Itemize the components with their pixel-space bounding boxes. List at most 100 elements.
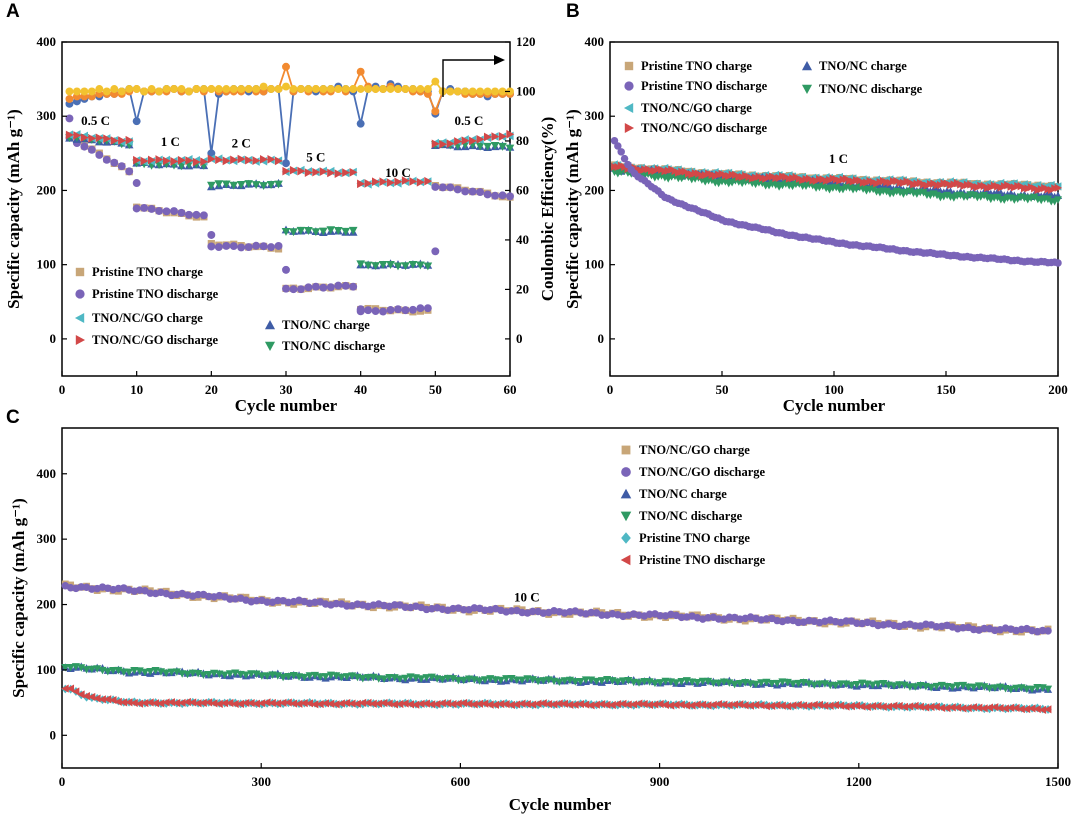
nc-discharge-point xyxy=(767,680,776,688)
ncgo-discharge-point xyxy=(506,129,515,139)
panel-letter-a: A xyxy=(6,1,20,22)
ce-point-pristine xyxy=(132,117,141,126)
ncgo-discharge-point xyxy=(207,154,216,164)
pristine-discharge-point xyxy=(356,305,365,314)
nc-discharge-point xyxy=(475,142,485,151)
pristine-discharge-point xyxy=(358,698,367,707)
nc-discharge-point xyxy=(220,671,229,679)
pristine-discharge-point xyxy=(544,700,553,709)
nc-discharge-point xyxy=(244,180,253,189)
ncgo-discharge-point xyxy=(461,136,470,145)
ncgo-discharge-point xyxy=(237,154,246,164)
nc-discharge-point xyxy=(969,191,979,200)
chart-c-xtick-label: 300 xyxy=(251,774,271,789)
pristine-discharge-point xyxy=(560,699,569,708)
ncgo-discharge-point xyxy=(911,622,919,630)
chart-a-ylabel: Specific capacity (mAh g⁻¹) xyxy=(4,109,23,309)
ncgo-discharge-point xyxy=(439,139,448,149)
nc-discharge-point xyxy=(214,180,224,189)
legend-label: TNO/NC/GO charge xyxy=(639,443,750,457)
pristine-discharge-point xyxy=(826,701,834,710)
pristine-discharge-point xyxy=(244,243,253,252)
pristine-discharge-point xyxy=(476,188,485,197)
pristine-discharge-point xyxy=(156,699,165,708)
ncgo-discharge-point xyxy=(170,157,179,166)
chart-b-ytick-label: 400 xyxy=(585,34,605,49)
chart-a-rate-labels: 0.5 C 1 C 2 C 5 C 10 C 0.5 C xyxy=(81,113,483,180)
pristine-discharge-point xyxy=(788,701,797,710)
ce-point-pristine xyxy=(282,159,290,168)
nc-discharge-point xyxy=(571,678,580,686)
chart-b-xtick-label: 50 xyxy=(716,382,729,397)
pristine-discharge-point xyxy=(873,701,882,710)
legend-marker xyxy=(74,312,85,324)
ce-point-nc_tno xyxy=(80,87,89,96)
chart-a-ytick-label: 400 xyxy=(37,34,57,49)
pristine-discharge-point xyxy=(948,703,956,712)
pristine-discharge-point xyxy=(204,698,213,707)
nc-discharge-point xyxy=(969,683,978,692)
ncgo-discharge-point xyxy=(794,618,803,627)
ncgo-discharge-point xyxy=(194,590,202,599)
nc-discharge-point xyxy=(613,678,622,686)
chart-c: 0 300 600 900 1200 1500 0 100 200 300 400 Cycle nu… xyxy=(9,427,1071,814)
pristine-discharge-point xyxy=(194,699,202,708)
pristine-discharge-point xyxy=(199,698,207,707)
pristine-discharge-point xyxy=(431,247,440,256)
nc-discharge-point xyxy=(714,679,723,688)
nc-discharge-point xyxy=(483,142,492,151)
ncgo-discharge-point xyxy=(357,179,365,189)
ce-point-nc_tno xyxy=(476,87,485,96)
pristine-discharge-point xyxy=(688,701,696,710)
pristine-discharge-point xyxy=(1038,705,1047,714)
nc-discharge-point xyxy=(831,681,840,690)
nc-discharge-point xyxy=(757,679,766,687)
chart-a-y2tick-label: 20 xyxy=(516,281,529,296)
pristine-discharge-point xyxy=(371,307,380,316)
pristine-discharge-point xyxy=(735,700,744,709)
nc-discharge-point xyxy=(873,680,883,688)
nc-discharge-point xyxy=(281,228,291,236)
pristine-discharge-point xyxy=(937,703,946,712)
legend-label: TNO/NC discharge xyxy=(639,509,743,523)
ce-axis-arrowhead xyxy=(494,55,505,65)
pristine-discharge-point xyxy=(614,142,622,150)
pristine-discharge-point xyxy=(958,704,967,713)
ncgo-discharge-point xyxy=(469,136,477,146)
pristine-discharge-point xyxy=(385,699,393,708)
nc-discharge-point xyxy=(698,677,707,686)
pristine-discharge-point xyxy=(95,150,104,159)
chart-b-xtick-label: 0 xyxy=(607,382,614,397)
pristine-discharge-point xyxy=(225,698,234,708)
pristine-discharge-point xyxy=(555,699,563,708)
pristine-discharge-point xyxy=(87,692,96,701)
pristine-discharge-point xyxy=(900,702,909,711)
ce-point-nc_tno xyxy=(162,85,171,93)
legend-marker xyxy=(264,341,276,352)
chart-c-ylabel: Specific capacity (mAh g⁻¹) xyxy=(9,498,28,698)
nc-discharge-point xyxy=(592,677,601,686)
nc-discharge-point xyxy=(555,678,564,687)
ncgo-discharge-point xyxy=(431,139,440,149)
ce-point-nc_tno xyxy=(184,87,193,96)
nc-discharge-point xyxy=(832,183,841,192)
pristine-discharge-point xyxy=(603,700,611,709)
nc-discharge-point xyxy=(251,181,261,190)
ncgo-discharge-point xyxy=(146,589,155,597)
pristine-discharge-point xyxy=(274,242,283,250)
nc-discharge-point xyxy=(61,664,70,672)
pristine-discharge-point xyxy=(943,704,951,713)
pristine-discharge-point xyxy=(746,701,754,710)
pristine-discharge-point xyxy=(259,242,268,251)
pristine-discharge-point xyxy=(868,702,877,711)
pristine-discharge-point xyxy=(461,187,470,196)
pristine-discharge-point xyxy=(534,699,542,708)
pristine-discharge-point xyxy=(964,703,972,713)
pristine-discharge-point xyxy=(953,703,962,712)
pristine-discharge-point xyxy=(879,702,887,711)
pristine-discharge-point xyxy=(364,306,373,315)
nc-discharge-point xyxy=(1043,195,1052,204)
pristine-discharge-point xyxy=(282,265,290,274)
pristine-discharge-point xyxy=(592,700,600,709)
nc-discharge-point xyxy=(321,673,330,681)
